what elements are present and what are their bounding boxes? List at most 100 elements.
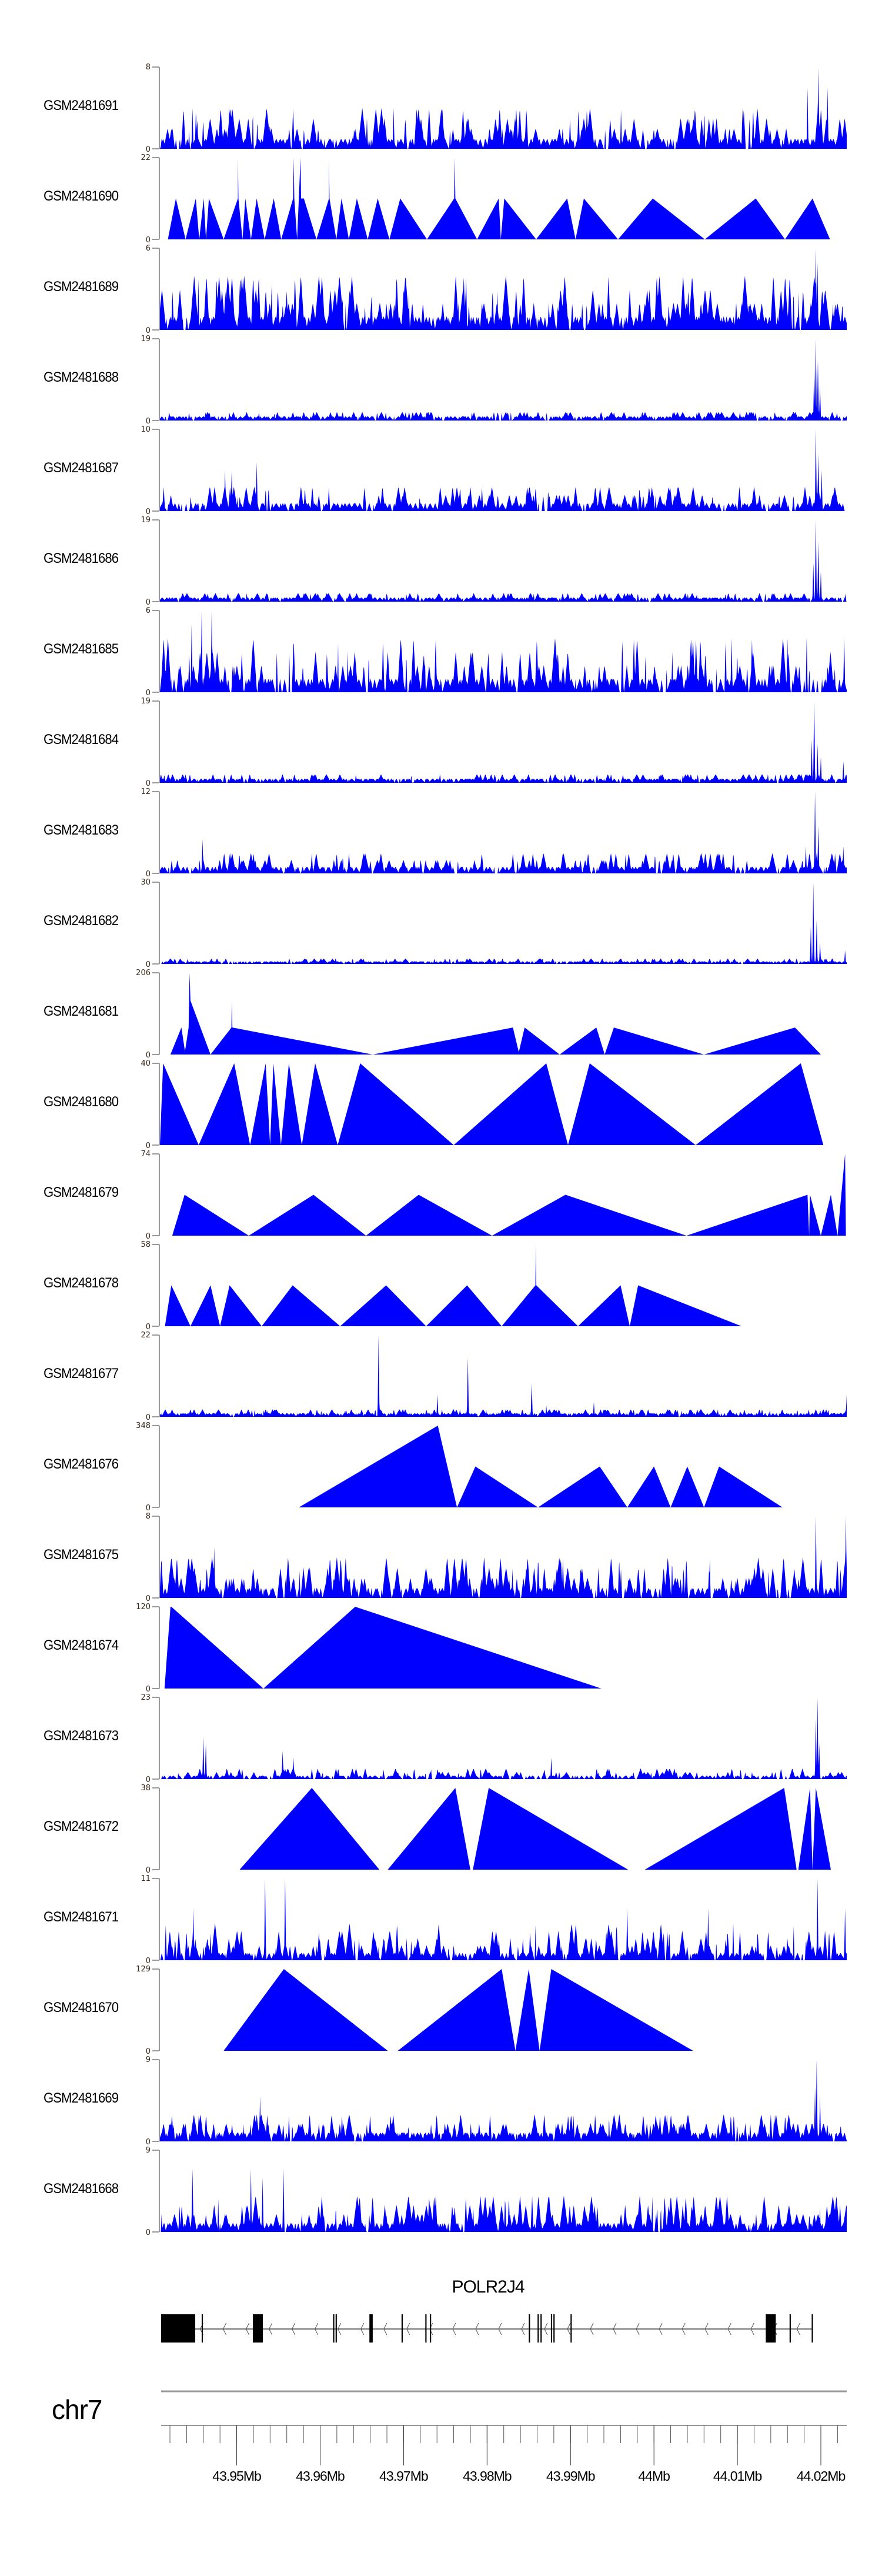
tick-label: 43.96Mb [296, 2468, 345, 2484]
sample-label: GSM2481673 [44, 1728, 119, 1744]
exon [333, 2314, 335, 2343]
y-max-label: 58 [141, 1240, 151, 1249]
track-GSM2481691: 80 [146, 63, 847, 154]
sample-label: GSM2481681 [44, 1003, 119, 1019]
exon [369, 2314, 373, 2343]
strand-arrow-icon [475, 2323, 479, 2335]
coverage-area [160, 1516, 847, 1598]
sample-label: GSM2481670 [44, 2000, 119, 2016]
y-zero-label: 0 [146, 1413, 151, 1422]
track-GSM2481680: 40 0 [141, 1059, 824, 1150]
track-GSM2481669: 90 [146, 2056, 847, 2147]
strand-arrow-icon [406, 2323, 410, 2335]
tick-label: 43.99Mb [546, 2468, 595, 2484]
coverage-area [160, 2060, 847, 2141]
sample-label: GSM2481689 [44, 279, 119, 295]
strand-arrow-icon [292, 2323, 296, 2335]
sample-label: GSM2481668 [44, 2181, 119, 2197]
tick-label: 44.02Mb [797, 2468, 846, 2484]
strand-arrow-icon [452, 2323, 456, 2335]
track-GSM2481687: 10 0 [141, 425, 847, 516]
coverage-area [160, 882, 847, 964]
coverage-area [239, 1788, 831, 1870]
y-zero-label: 0 [146, 689, 151, 698]
y-max-label: 120 [136, 1603, 151, 1611]
strand-arrow-icon [796, 2323, 800, 2335]
y-zero-label: 0 [146, 1957, 151, 1966]
y-max-label: 30 [141, 878, 151, 887]
track-GSM2481675: 80 [146, 1512, 847, 1603]
sample-label: GSM2481688 [44, 369, 119, 385]
exon [553, 2314, 555, 2343]
exon [811, 2314, 813, 2343]
genome-axis: 43.95Mb 43.96Mb 43.97Mb 43.98Mb 43.99Mb 44Mb 4… [161, 2425, 847, 2484]
sample-label: GSM2481671 [44, 1909, 119, 1925]
y-max-label: 348 [136, 1422, 151, 1430]
coverage-area [160, 792, 847, 873]
y-zero-label: 0 [146, 145, 151, 154]
coverage-area [160, 248, 847, 330]
exon [430, 2314, 432, 2343]
y-zero-label: 0 [146, 417, 151, 426]
track-GSM2481668: 90 [146, 2146, 847, 2237]
sample-label: GSM2481691 [44, 98, 119, 114]
coverage-area [172, 1154, 846, 1236]
sample-label: GSM2481672 [44, 1818, 119, 1834]
strand-arrow-icon [544, 2323, 548, 2335]
coverage-area [160, 339, 847, 421]
sample-label: GSM2481674 [44, 1637, 119, 1653]
sample-label: GSM2481669 [44, 2090, 119, 2106]
coverage-area [160, 1697, 847, 1779]
y-max-label: 19 [141, 516, 151, 525]
y-zero-label: 0 [146, 870, 151, 879]
strand-arrow-icon [383, 2323, 387, 2335]
track-GSM2481676: 348 0 [136, 1422, 783, 1513]
y-max-label: 206 [136, 969, 151, 977]
coverage-area [160, 701, 847, 783]
y-max-label: 22 [141, 154, 151, 162]
y-zero-label: 0 [146, 1776, 151, 1784]
y-zero-label: 0 [146, 2047, 151, 2056]
y-zero-label: 0 [146, 1051, 151, 1060]
track-GSM2481682: 30 0 [141, 878, 847, 969]
coverage-area [160, 1878, 847, 1960]
tick-label: 43.95Mb [212, 2468, 261, 2484]
y-max-label: 22 [141, 1331, 151, 1340]
track-GSM2481683: 12 0 [141, 788, 847, 879]
track-GSM2481671: 11 0 [141, 1874, 847, 1966]
sample-label: GSM2481687 [44, 460, 119, 476]
tick-label: 44.01Mb [713, 2468, 762, 2484]
gene-label: POLR2J4 [452, 2277, 524, 2297]
coverage-area [160, 1063, 824, 1145]
exon [570, 2314, 572, 2343]
y-max-label: 12 [141, 788, 151, 796]
exon [201, 2314, 203, 2343]
y-max-label: 9 [146, 2146, 151, 2155]
y-max-label: 10 [141, 425, 151, 434]
y-zero-label: 0 [146, 598, 151, 607]
strand-arrow-icon [223, 2323, 227, 2335]
y-zero-label: 0 [146, 2228, 151, 2237]
coverage-area [223, 1969, 693, 2051]
strand-arrow-icon [704, 2323, 709, 2335]
exon [335, 2314, 337, 2343]
strand-arrow-icon [636, 2323, 640, 2335]
sample-label: GSM2481677 [44, 1366, 119, 1382]
track-GSM2481679: 74 0 [141, 1150, 846, 1241]
y-max-label: 6 [146, 244, 151, 253]
sample-label: GSM2481675 [44, 1547, 119, 1563]
strand-arrow-icon [315, 2323, 319, 2335]
track-GSM2481688: 19 0 [141, 335, 847, 426]
sample-label: GSM2481678 [44, 1275, 119, 1291]
sample-label: GSM2481686 [44, 550, 119, 566]
strand-arrow-icon [681, 2323, 686, 2335]
exon [529, 2314, 530, 2343]
y-max-label: 23 [141, 1693, 151, 1702]
y-zero-label: 0 [146, 1594, 151, 1603]
y-zero-label: 0 [146, 779, 151, 788]
coverage-area [160, 429, 847, 511]
y-zero-label: 0 [146, 1323, 151, 1332]
y-max-label: 8 [146, 63, 151, 72]
